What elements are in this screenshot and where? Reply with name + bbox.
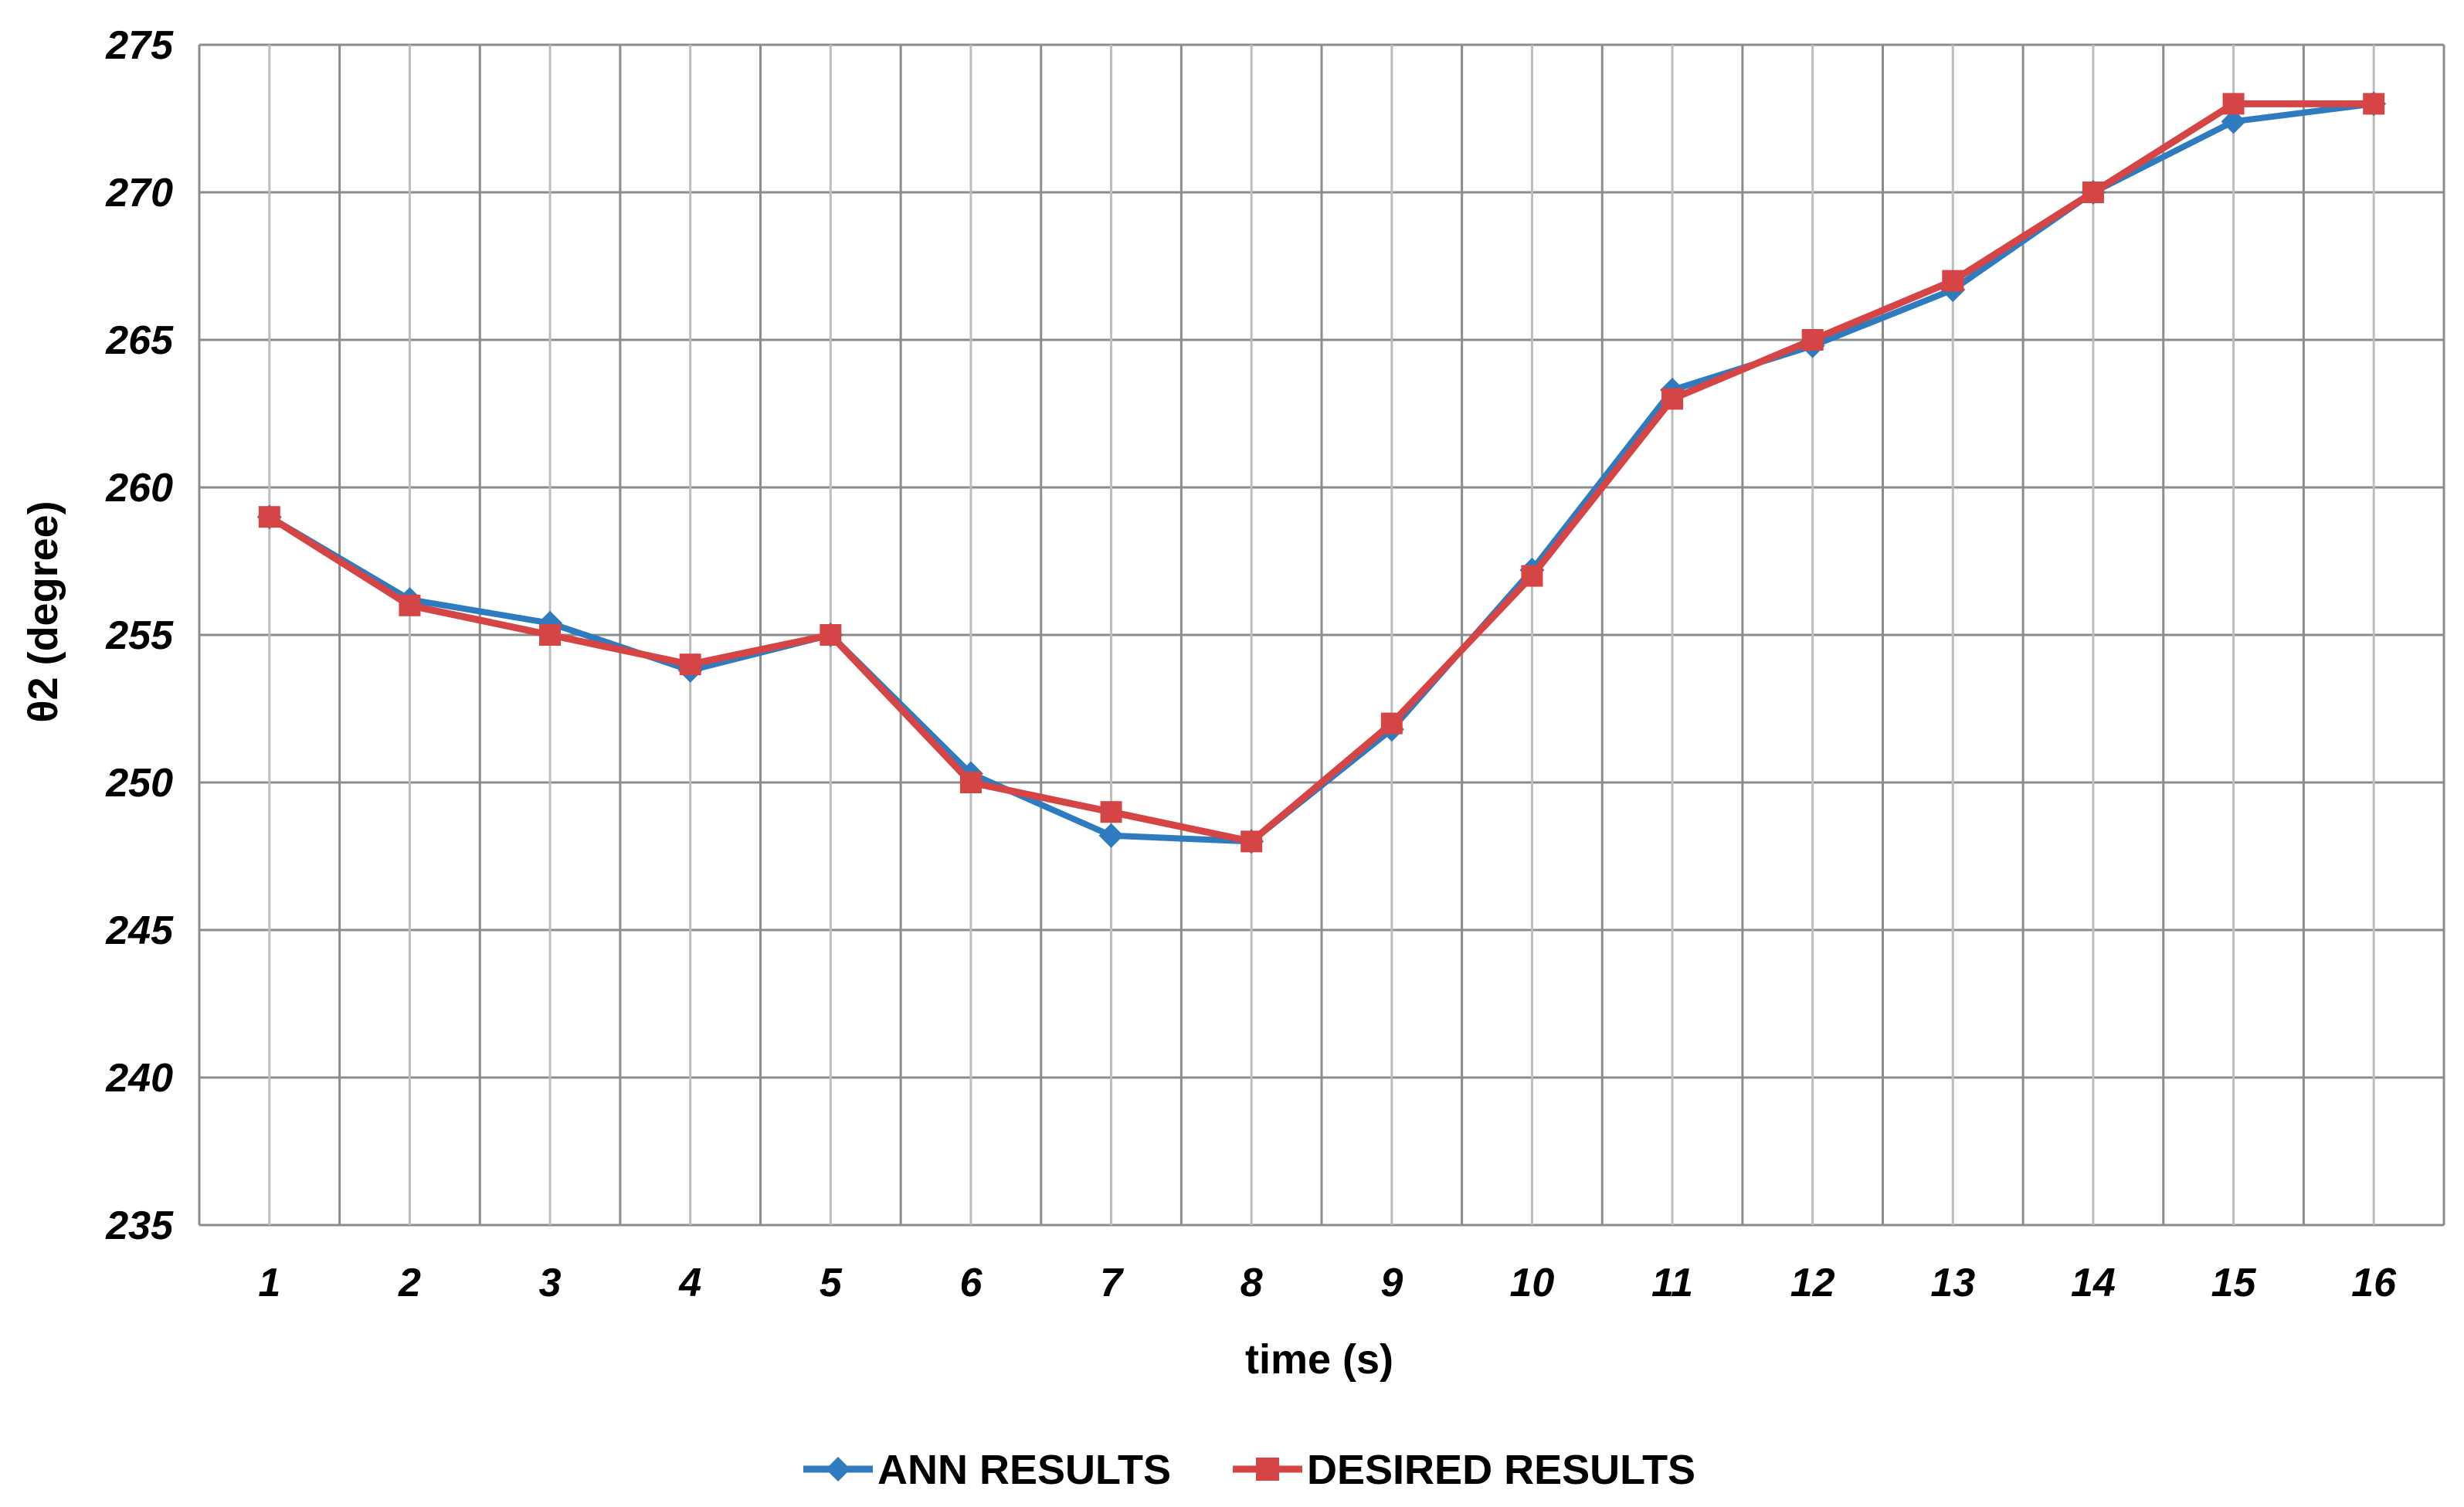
y-tick-label: 255 xyxy=(105,613,174,658)
legend-label: DESIRED RESULTS xyxy=(1307,1447,1695,1493)
data-point-square xyxy=(1521,565,1543,587)
grid-lines xyxy=(198,43,2445,1227)
y-axis-ticks: 235 240 245 250 255 260 265 270 275 xyxy=(105,23,174,1248)
x-tick-label: 3 xyxy=(539,1261,562,1305)
legend-marker-diamond xyxy=(826,1457,850,1482)
y-tick-label: 260 xyxy=(105,466,173,511)
x-tick-label: 2 xyxy=(398,1261,421,1305)
x-tick-label: 10 xyxy=(1510,1261,1555,1305)
y-tick-label: 275 xyxy=(105,23,174,68)
data-point-square xyxy=(258,506,280,528)
x-axis-ticks: 1 2 3 4 5 6 7 8 9 10 11 12 13 14 15 16 xyxy=(258,1261,2397,1305)
data-point-square xyxy=(1100,801,1122,823)
x-tick-label: 7 xyxy=(1100,1261,1124,1305)
data-point-diamond xyxy=(2221,109,2246,134)
data-point-square xyxy=(1661,388,1684,410)
x-tick-label: 5 xyxy=(820,1261,843,1305)
legend: ANN RESULTS DESIRED RESULTS xyxy=(803,1447,1695,1493)
series-desired-results xyxy=(258,93,2385,853)
y-tick-label: 270 xyxy=(105,171,173,216)
data-point-square xyxy=(820,624,842,646)
legend-item: DESIRED RESULTS xyxy=(1233,1447,1695,1493)
y-tick-label: 245 xyxy=(105,908,174,953)
x-tick-label: 12 xyxy=(1790,1261,1835,1305)
data-point-square xyxy=(1801,329,1824,351)
x-axis-title: time (s) xyxy=(1245,1336,1393,1383)
legend-item: ANN RESULTS xyxy=(803,1447,1171,1493)
y-tick-label: 250 xyxy=(105,761,173,806)
x-tick-label: 11 xyxy=(1651,1261,1693,1305)
y-tick-label: 235 xyxy=(105,1203,174,1248)
data-point-square xyxy=(959,772,982,793)
y-axis-title: θ2 (degree) xyxy=(20,501,66,722)
data-point-square xyxy=(1240,830,1263,853)
data-point-square xyxy=(1942,270,1964,292)
data-point-square xyxy=(1380,712,1403,735)
legend-label: ANN RESULTS xyxy=(877,1447,1171,1493)
x-tick-label: 9 xyxy=(1380,1261,1403,1305)
x-tick-label: 15 xyxy=(2211,1261,2257,1305)
y-tick-label: 265 xyxy=(105,318,174,363)
data-point-square xyxy=(539,624,562,646)
legend-marker-square xyxy=(1256,1458,1280,1481)
x-tick-label: 6 xyxy=(959,1261,983,1305)
data-point-square xyxy=(2222,93,2245,115)
x-tick-label: 14 xyxy=(2071,1261,2116,1305)
data-point-square xyxy=(399,594,421,616)
series-line xyxy=(267,100,2374,845)
x-tick-label: 1 xyxy=(258,1261,280,1305)
data-point-square xyxy=(2363,93,2385,115)
data-point-square xyxy=(679,653,701,676)
series-plot-area xyxy=(256,91,2387,854)
data-point-diamond xyxy=(1098,823,1124,848)
data-point-square xyxy=(2082,182,2104,203)
x-tick-label: 8 xyxy=(1240,1261,1263,1305)
y-tick-label: 240 xyxy=(105,1056,173,1101)
x-tick-label: 4 xyxy=(678,1261,701,1305)
x-tick-label: 13 xyxy=(1930,1261,1975,1305)
x-tick-label: 16 xyxy=(2351,1261,2397,1305)
